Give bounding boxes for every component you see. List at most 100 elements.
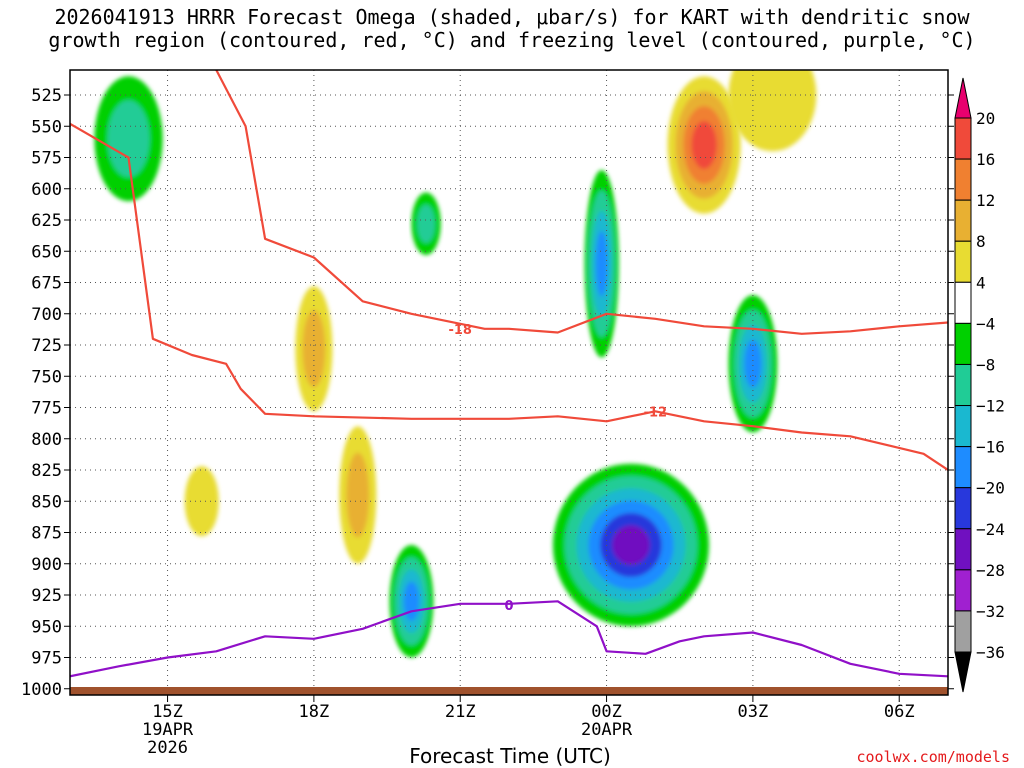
y-tick-label: 725 [31,336,62,356]
y-tick-label: 975 [31,649,62,669]
colorbar-band [954,240,972,283]
colorbar-label: −36 [976,643,1005,662]
omega-level-neg28 [612,525,650,565]
omega-plume [389,545,434,658]
contour-label: -12 [644,405,668,420]
x-tick-label: 21Z [445,702,476,722]
colorbar-label: −16 [976,438,1005,457]
omega-shading [94,70,817,658]
colorbar-band [954,446,972,489]
ground-strip [69,69,949,696]
colorbar: 20 16 12 8 4 −4 −8 −12 −16 −20 −24 −28 −32 −36 [954,77,1005,693]
omega-level-neg20 [744,339,762,388]
y-tick-label: 825 [31,461,62,481]
colorbar-band [954,158,972,201]
y-tick-label: 750 [31,367,62,387]
omega-level-neg12 [417,204,436,243]
y-tick-label: 575 [31,149,62,169]
y-tick-label: 1000 [21,680,62,700]
omega-level-4 [184,466,219,537]
plot-area [70,70,948,695]
colorbar-label: −12 [976,397,1005,416]
y-tick-label: 675 [31,274,62,294]
colorbar-label: −8 [976,355,995,374]
colorbar-band [954,199,972,242]
contour-line [70,122,948,471]
omega-plume [339,426,377,564]
y-tick-label: 700 [31,305,62,325]
colorbar-label: 20 [976,109,995,128]
colorbar-band [954,610,972,653]
y-tick-label: 875 [31,524,62,544]
colorbar-label: 8 [976,232,986,251]
omega-plume [295,286,333,412]
x-tick-label: 19APR [142,720,194,740]
credit-link[interactable]: coolwx.com/models [856,748,1010,766]
y-axis: 525 550 575 600 625 650 675 700 725 750 775 800 825 8… [21,86,954,700]
x-tick-label: 06Z [884,702,915,722]
omega-level-neg12 [107,100,150,178]
y-tick-label: 525 [31,86,62,106]
grid-lines [70,70,948,695]
y-tick-label: 625 [31,211,62,231]
colorbar-band [954,117,972,160]
contour-line [215,70,948,335]
x-tick-label: 15Z [152,702,183,722]
x-tick-label: 00Z [591,702,622,722]
x-tick-label: 03Z [738,702,769,722]
colorbar-bottom-arrow [954,651,972,693]
colorbar-band [954,569,972,612]
colorbar-band [954,405,972,448]
omega-plume [411,192,441,255]
colorbar-label: −4 [976,314,995,333]
colorbar-band [954,322,972,365]
chart-title: 2026041913 HRRR Forecast Omega (shaded, … [0,6,1024,52]
x-axis-label: Forecast Time (UTC) [409,744,611,768]
colorbar-label: 12 [976,191,995,210]
ground-fill [70,687,948,695]
contour-line [70,600,948,678]
x-tick-label: 18Z [299,702,330,722]
omega-plume [552,463,709,627]
contour-label: -18 [448,323,472,338]
omega-level-neg20 [403,581,420,621]
omega-plume [584,170,619,358]
colorbar-band [954,487,972,530]
omega-level-8 [346,452,370,538]
colorbar-label: −24 [976,520,1005,539]
y-tick-label: 925 [31,586,62,606]
omega-plume [728,295,778,433]
plot-frame [69,69,949,696]
contour-label: 0 [504,599,513,614]
x-tick-label: 20APR [581,720,633,740]
y-tick-label: 550 [31,117,62,137]
y-tick-label: 950 [31,617,62,637]
omega-plume [184,466,219,537]
omega-plume [667,76,741,214]
omega-level-8 [302,310,326,388]
temperature-contours: -18 -12 0 [70,70,948,678]
colorbar-label: −32 [976,602,1005,621]
title-line-1: 2026041913 HRRR Forecast Omega (shaded, … [54,5,970,29]
omega-plume [728,70,817,152]
colorbar-band [954,528,972,571]
y-tick-label: 850 [31,492,62,512]
colorbar-label: −20 [976,479,1005,498]
y-tick-label: 800 [31,430,62,450]
colorbar-top-arrow [954,77,972,119]
omega-level-neg20 [595,231,608,297]
omega-level-16 [691,121,717,169]
title-line-2: growth region (contoured, red, °C) and f… [48,28,976,52]
y-tick-label: 650 [31,242,62,262]
y-tick-label: 900 [31,555,62,575]
x-tick-label: 2026 [147,738,188,758]
colorbar-band [954,281,972,324]
colorbar-label: −28 [976,561,1005,580]
y-tick-label: 600 [31,180,62,200]
colorbar-label: 16 [976,150,995,169]
colorbar-band [954,363,972,407]
plot-background [70,70,948,695]
colorbar-label: 4 [976,273,986,292]
